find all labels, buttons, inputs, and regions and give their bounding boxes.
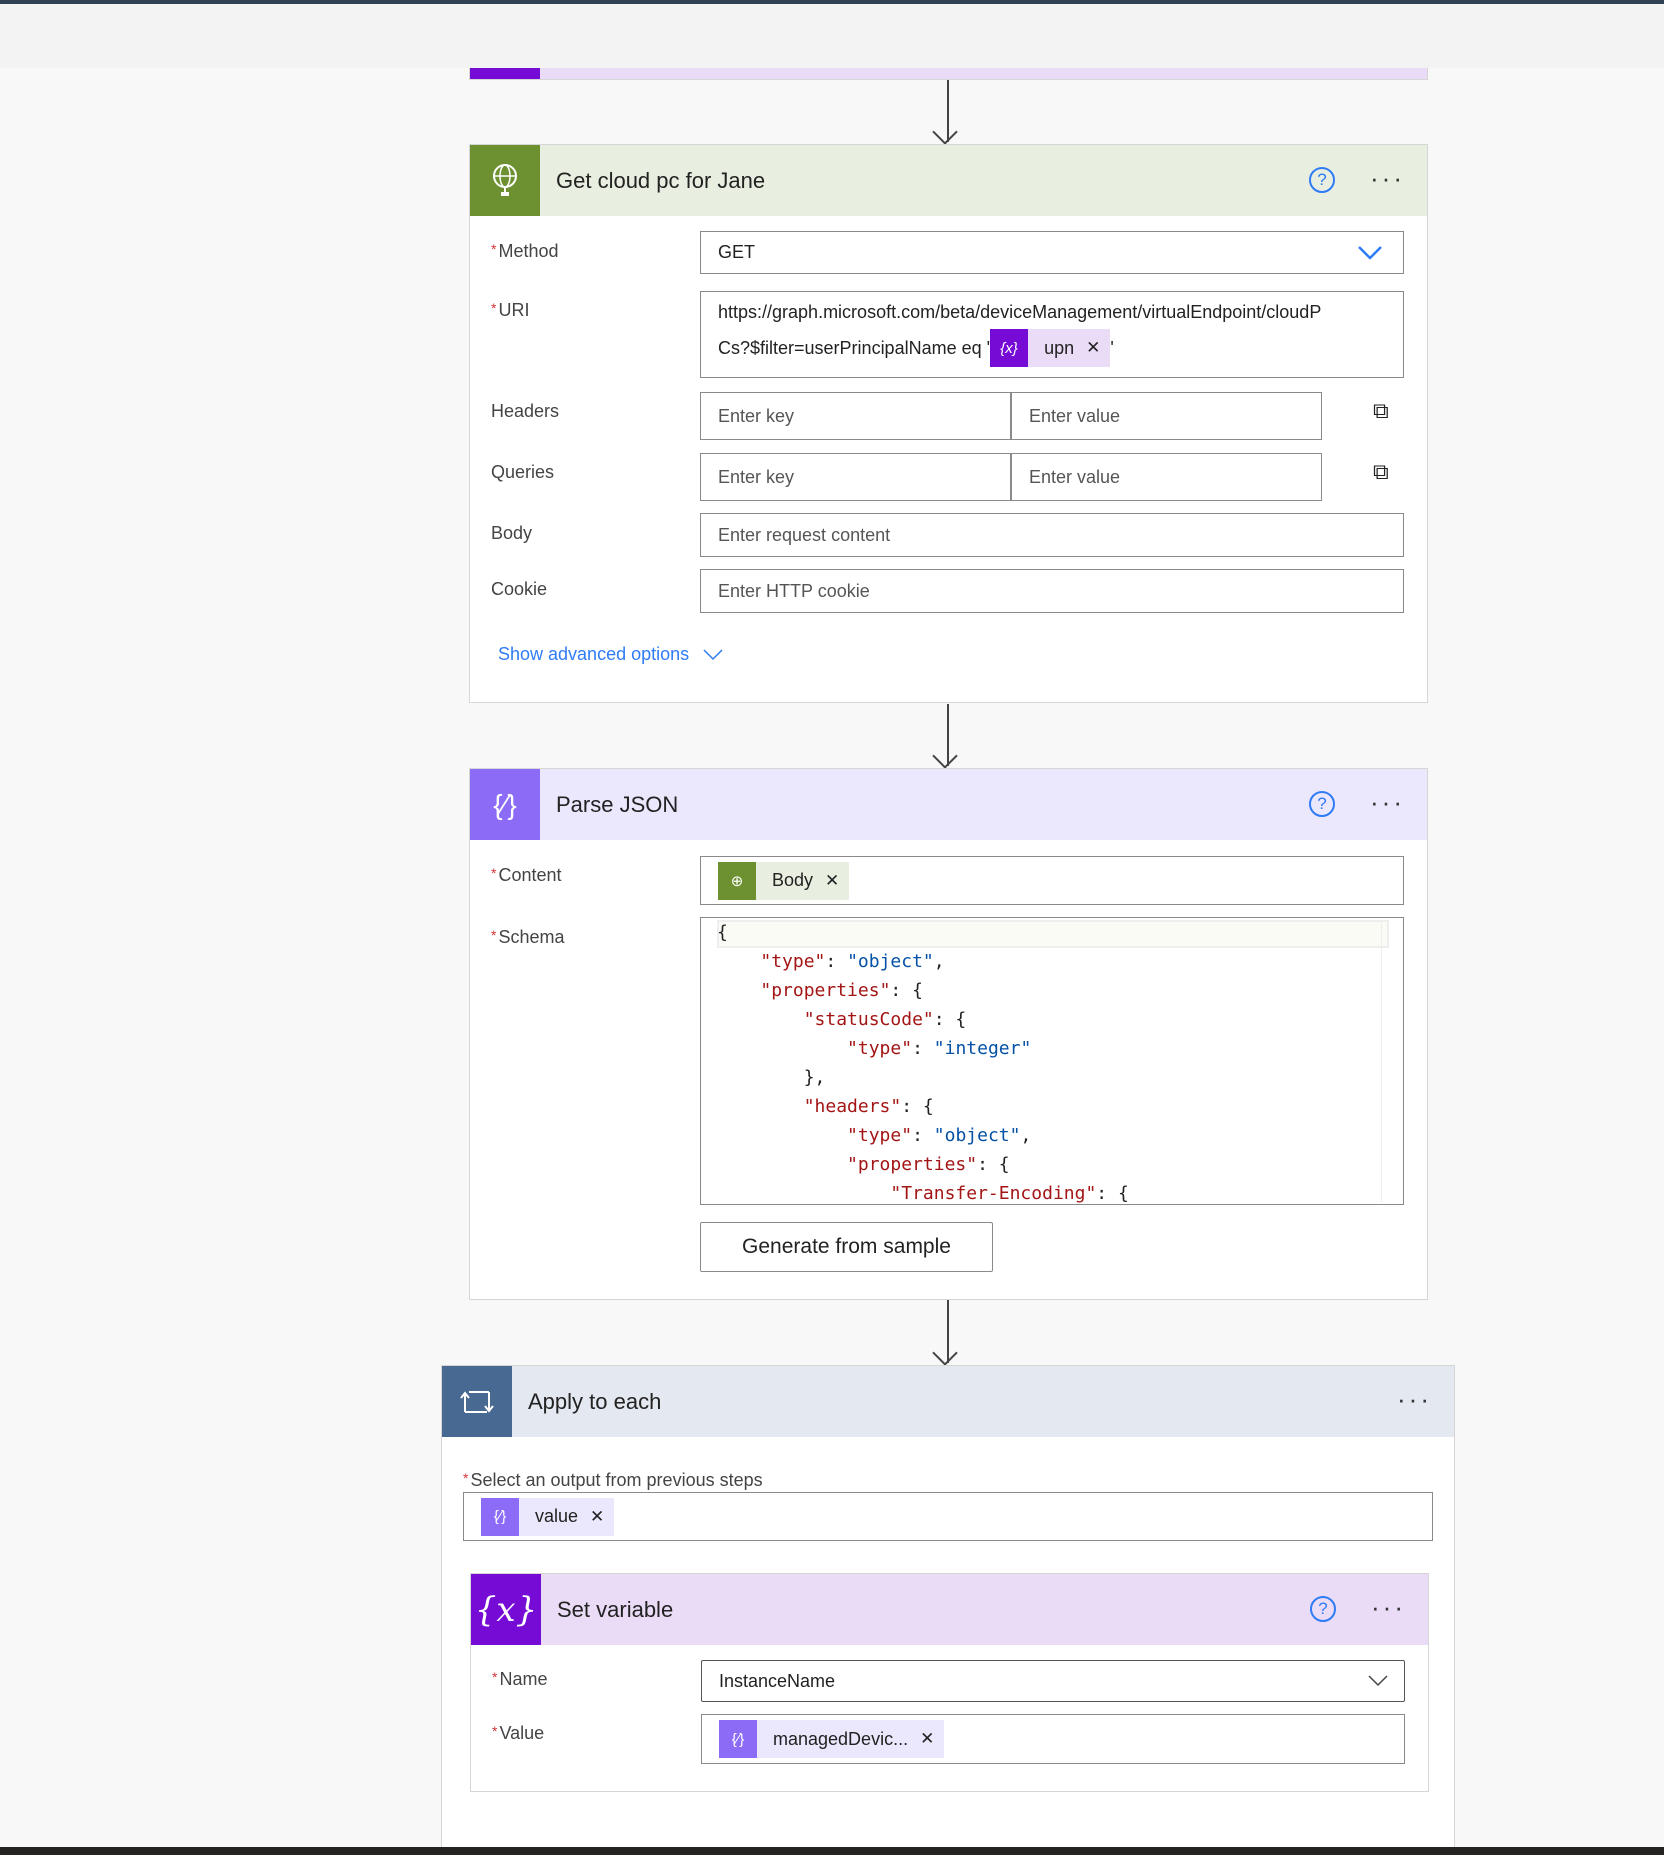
card-header[interactable]: {⁄} Parse JSON ? ··· <box>470 769 1427 840</box>
queries-key-input[interactable]: Enter key <box>700 453 1011 501</box>
token-label: Body <box>772 870 814 890</box>
set-variable-card: {x} Set variable ? ··· * Name InstanceNam… <box>470 1573 1429 1792</box>
body-label: Body <box>491 523 533 543</box>
schema-line: "statusCode": { <box>803 1009 967 1030</box>
uri-text-line1: https://graph.microsoft.com/beta/deviceM… <box>718 302 1322 322</box>
card-header[interactable]: Apply to each ··· <box>442 1366 1454 1437</box>
value-label: * Value <box>492 1723 545 1743</box>
remove-token-icon[interactable]: ✕ <box>1086 338 1101 357</box>
chevron-down-icon <box>1358 246 1382 260</box>
remove-token-icon[interactable]: ✕ <box>920 1729 935 1748</box>
more-options-icon[interactable]: ··· <box>1397 1384 1432 1414</box>
uri-input[interactable]: https://graph.microsoft.com/beta/deviceM… <box>700 291 1404 378</box>
apply-to-each-card: Apply to each ··· * Select an output from… <box>441 1365 1455 1855</box>
parse-json-icon: {⁄} <box>481 1497 519 1536</box>
variable-icon: {x} <box>471 1574 541 1645</box>
help-icon[interactable]: ? <box>1309 791 1335 817</box>
remove-token-icon[interactable]: ✕ <box>590 1506 605 1526</box>
help-icon[interactable]: ? <box>1310 1596 1336 1622</box>
queries-value-input[interactable]: Enter value <box>1011 453 1322 501</box>
bottom-bar <box>0 1847 1664 1855</box>
uri-label: * URI <box>491 300 530 320</box>
headers-key-input[interactable]: Enter key <box>700 392 1011 440</box>
content-input[interactable]: ⊕ Body ✕ <box>700 856 1404 905</box>
variable-icon-strip <box>470 68 540 79</box>
variable-icon: {x} <box>990 329 1029 367</box>
globe-icon <box>470 145 540 216</box>
switch-to-text-mode-icon[interactable]: ⧉ <box>1373 398 1389 423</box>
designer-header <box>0 4 1664 68</box>
managed-device-token[interactable]: {⁄} managedDevic... ✕ <box>719 1720 945 1758</box>
top-bar <box>0 0 1664 4</box>
select-output-input[interactable]: {⁄} value ✕ <box>463 1492 1433 1541</box>
body-token[interactable]: ⊕ Body ✕ <box>718 861 850 900</box>
token-label: managedDevic... <box>773 1728 909 1749</box>
schema-line: "headers": { <box>803 1096 934 1117</box>
headers-label: Headers <box>491 401 560 421</box>
schema-line: "type": "object", <box>760 951 945 972</box>
schema-line: "Transfer-Encoding": { <box>890 1183 1129 1204</box>
schema-line: "properties": { <box>760 980 923 1001</box>
generate-from-sample-button[interactable]: Generate from sample <box>700 1222 993 1272</box>
method-dropdown[interactable]: GET <box>700 231 1404 274</box>
upn-token[interactable]: {x} upn ✕ <box>990 329 1111 367</box>
name-dropdown[interactable]: InstanceName <box>701 1660 1405 1702</box>
remove-token-icon[interactable]: ✕ <box>825 870 840 890</box>
token-label: upn <box>1044 337 1075 358</box>
scrollbar[interactable] <box>1381 920 1395 1202</box>
cookie-input[interactable]: Enter HTTP cookie <box>700 569 1404 613</box>
name-label: * Name <box>492 1669 548 1689</box>
globe-icon: ⊕ <box>718 861 756 900</box>
connector-arrow <box>947 80 949 142</box>
show-advanced-options-link[interactable]: Show advanced options <box>498 644 723 665</box>
content-label: * Content <box>491 865 562 885</box>
previous-step-card[interactable] <box>469 68 1428 80</box>
method-label: * Method <box>491 241 559 261</box>
card-title: Apply to each <box>528 1388 662 1414</box>
switch-to-text-mode-icon[interactable]: ⧉ <box>1373 459 1389 484</box>
more-options-icon[interactable]: ··· <box>1370 787 1405 817</box>
card-title: Get cloud pc for Jane <box>556 167 766 193</box>
token-label: value <box>535 1506 579 1526</box>
help-icon[interactable]: ? <box>1309 167 1335 193</box>
value-input[interactable]: {⁄} managedDevic... ✕ <box>701 1714 1405 1764</box>
schema-line: }, <box>717 1067 826 1088</box>
current-line-highlight <box>717 920 1389 948</box>
card-header[interactable]: {x} Set variable ? ··· <box>471 1574 1428 1645</box>
parse-json-icon: {⁄} <box>719 1720 757 1758</box>
cookie-label: Cookie <box>491 579 548 599</box>
schema-label: * Schema <box>491 927 565 947</box>
connector-arrow <box>947 704 949 766</box>
connector-arrow <box>947 1300 949 1363</box>
select-output-label: * Select an output from previous steps <box>463 1470 763 1490</box>
parse-json-icon: {⁄} <box>470 769 540 840</box>
body-input[interactable]: Enter request content <box>700 513 1404 557</box>
loop-icon <box>442 1366 512 1437</box>
parse-json-card: {⁄} Parse JSON ? ··· * Content ⊕ Body ✕ *… <box>469 768 1428 1300</box>
card-title: Parse JSON <box>556 791 679 817</box>
card-title: Set variable <box>557 1596 674 1622</box>
card-header[interactable]: Get cloud pc for Jane ? ··· <box>470 145 1427 216</box>
uri-text-end: ' <box>1110 337 1114 358</box>
more-options-icon[interactable]: ··· <box>1370 163 1405 193</box>
headers-value-input[interactable]: Enter value <box>1011 392 1322 440</box>
chevron-down-icon <box>703 648 723 660</box>
schema-line: { <box>717 922 728 943</box>
value-token[interactable]: {⁄} value ✕ <box>481 1497 615 1536</box>
method-value: GET <box>718 242 756 262</box>
schema-code: { "type": "object", "properties": { "sta… <box>717 918 1129 1204</box>
name-value: InstanceName <box>719 1670 836 1691</box>
schema-line: "properties": { <box>847 1154 1010 1175</box>
more-options-icon[interactable]: ··· <box>1371 1592 1406 1622</box>
queries-label: Queries <box>491 462 555 482</box>
schema-editor[interactable]: { "type": "object", "properties": { "sta… <box>700 917 1404 1205</box>
uri-text-line2: Cs?$filter=userPrincipalName eq ' <box>718 337 991 358</box>
chevron-down-icon <box>1368 1675 1388 1687</box>
schema-line: "type": "integer" <box>847 1038 1032 1059</box>
schema-line: "type": "object", <box>847 1125 1032 1146</box>
http-action-card: Get cloud pc for Jane ? ··· * Method GET … <box>469 144 1428 703</box>
